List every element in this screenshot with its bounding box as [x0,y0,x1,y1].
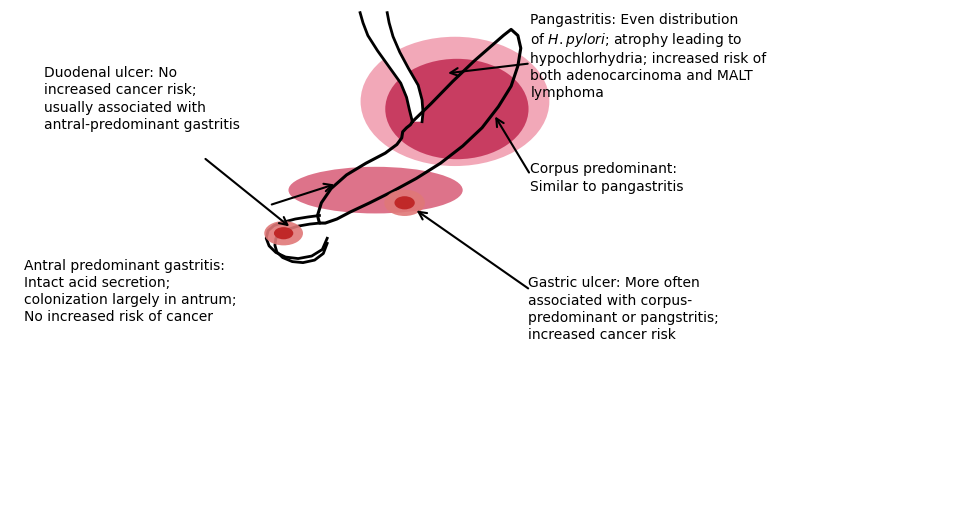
Polygon shape [266,215,327,263]
Ellipse shape [264,221,303,245]
Ellipse shape [274,227,293,239]
Text: Gastric ulcer: More often
associated with corpus-
predominant or pangstritis;
in: Gastric ulcer: More often associated wit… [528,276,718,342]
Polygon shape [360,13,423,122]
Text: Duodenal ulcer: No
increased cancer risk;
usually associated with
antral-predomi: Duodenal ulcer: No increased cancer risk… [44,66,239,132]
Text: Pangastritis: Even distribution
of $\it{H. pylori}$; atrophy leading to
hypochlo: Pangastritis: Even distribution of $\it{… [530,13,767,100]
Ellipse shape [385,59,529,159]
Ellipse shape [360,37,550,166]
Text: Corpus predominant:
Similar to pangastritis: Corpus predominant: Similar to pangastri… [530,162,684,194]
Ellipse shape [395,196,414,209]
Ellipse shape [288,167,463,213]
Polygon shape [318,29,521,223]
Text: Antral predominant gastritis:
Intact acid secretion;
colonization largely in ant: Antral predominant gastritis: Intact aci… [24,259,237,324]
Ellipse shape [384,190,425,216]
